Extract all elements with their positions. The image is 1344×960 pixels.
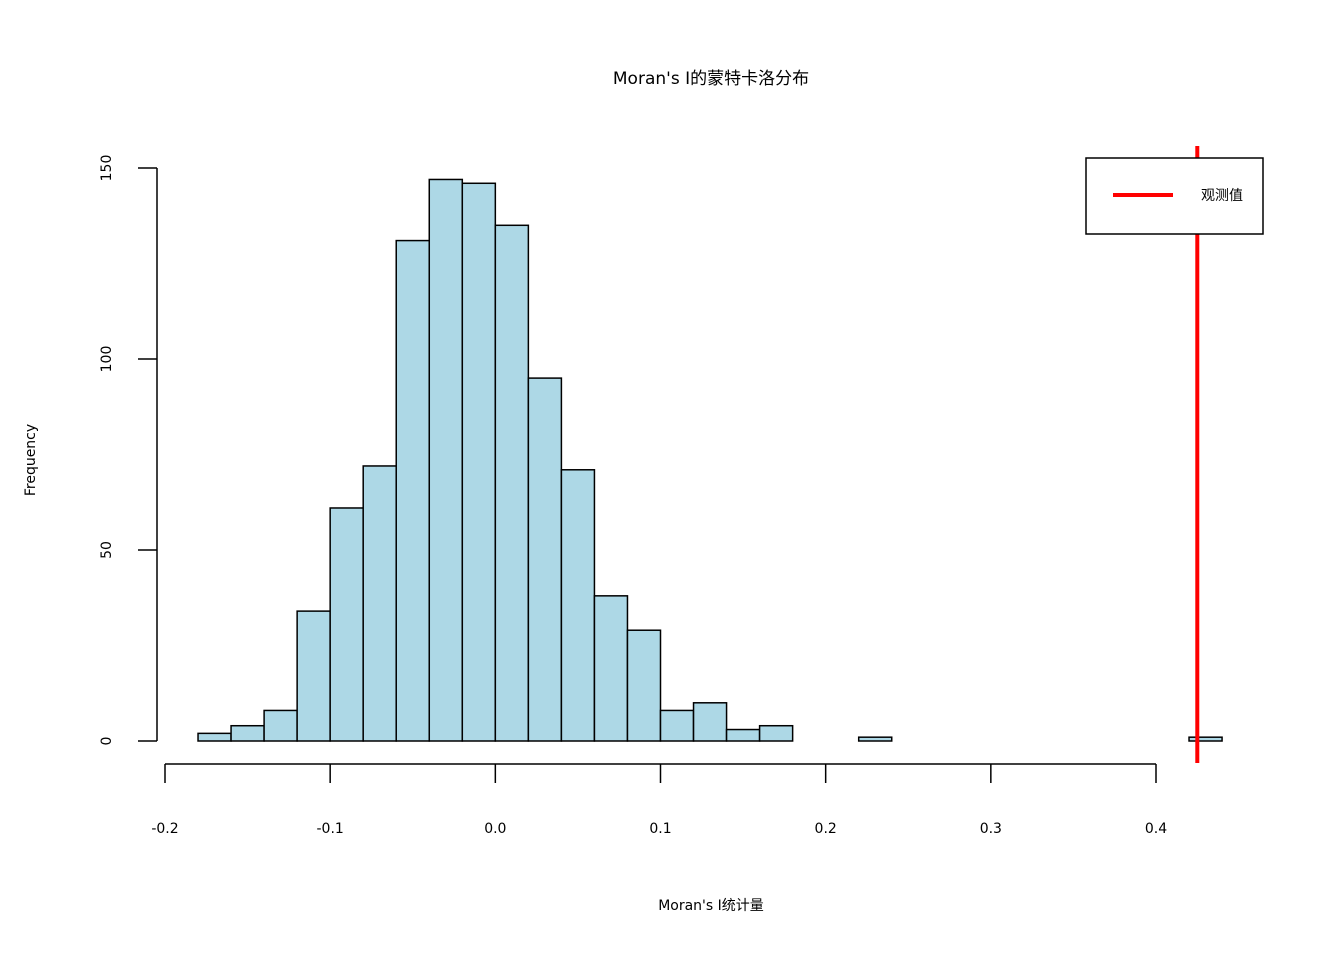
legend: 观测值 <box>1085 157 1264 235</box>
histogram-bar <box>362 465 397 742</box>
x-tick-label: 0.0 <box>484 821 506 837</box>
x-tick-label: -0.1 <box>317 821 344 837</box>
histogram-bar <box>428 178 464 742</box>
y-tick-label: 150 <box>99 155 115 182</box>
histogram-bar <box>230 724 265 742</box>
histogram-bar <box>329 507 364 742</box>
histogram-bar <box>1188 736 1223 742</box>
histogram-bar <box>593 595 629 742</box>
histogram-bar <box>461 182 497 742</box>
y-tick-label: 100 <box>99 346 115 373</box>
legend-label-observed: 观测值 <box>1201 188 1243 204</box>
histogram-bar <box>857 736 893 742</box>
x-tick-label: 0.2 <box>815 821 837 837</box>
histogram-bar <box>197 732 232 742</box>
histogram-bar <box>560 469 596 742</box>
histogram-bar <box>296 610 331 742</box>
y-tick-label: 0 <box>99 737 115 746</box>
x-axis-label: Moran's I统计量 <box>658 898 764 914</box>
histogram-bar <box>626 629 662 742</box>
histogram-bar <box>758 724 794 742</box>
histogram-bar <box>725 728 761 742</box>
histogram-bar <box>527 377 563 742</box>
x-tick-label: 0.1 <box>649 821 671 837</box>
y-axis-label: Frequency <box>23 424 39 496</box>
histogram-bar <box>395 239 431 742</box>
x-tick-label: 0.3 <box>980 821 1002 837</box>
histogram-bar <box>263 709 298 742</box>
chart-title: Moran's I的蒙特卡洛分布 <box>613 69 809 89</box>
y-tick-label: 50 <box>99 541 115 559</box>
x-tick-label: 0.4 <box>1145 821 1167 837</box>
histogram-bar <box>659 709 695 742</box>
histogram-bar <box>692 702 728 742</box>
x-tick-label: -0.2 <box>151 821 178 837</box>
histogram-bar <box>494 224 530 742</box>
